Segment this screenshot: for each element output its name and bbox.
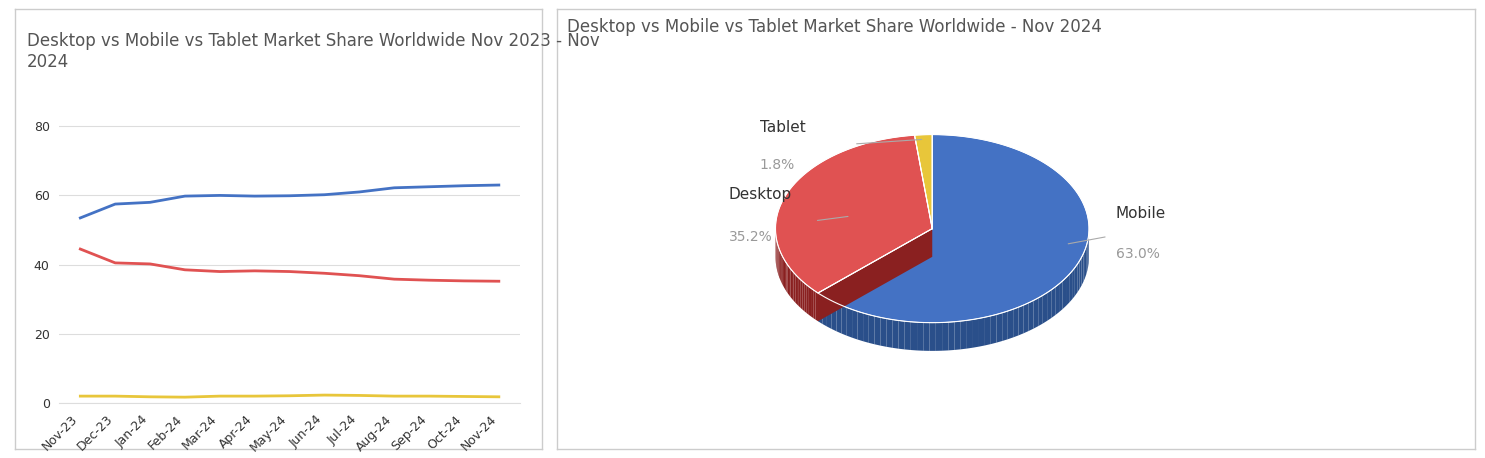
Polygon shape [961, 320, 967, 349]
Polygon shape [790, 269, 792, 299]
Text: Desktop vs Mobile vs Tablet Market Share Worldwide Nov 2023 - Nov
2024: Desktop vs Mobile vs Tablet Market Share… [27, 32, 600, 71]
Polygon shape [818, 229, 933, 321]
Polygon shape [809, 287, 811, 316]
Polygon shape [799, 278, 800, 308]
Polygon shape [793, 273, 796, 303]
Text: Desktop: Desktop [729, 187, 792, 202]
Polygon shape [806, 285, 809, 315]
Polygon shape [1002, 311, 1008, 341]
Polygon shape [1034, 298, 1038, 329]
Polygon shape [818, 293, 823, 324]
Polygon shape [805, 284, 806, 313]
Polygon shape [842, 305, 846, 336]
Polygon shape [1080, 257, 1081, 289]
Polygon shape [924, 322, 930, 351]
Polygon shape [852, 310, 857, 339]
Polygon shape [941, 322, 949, 351]
Polygon shape [949, 322, 955, 350]
Polygon shape [797, 276, 799, 306]
Text: Mobile: Mobile [1115, 206, 1166, 221]
Polygon shape [1029, 300, 1034, 331]
Text: 63.0%: 63.0% [1115, 247, 1160, 262]
Polygon shape [832, 301, 836, 331]
Text: 35.2%: 35.2% [729, 230, 772, 244]
Polygon shape [1081, 254, 1084, 285]
Polygon shape [818, 135, 1089, 323]
Polygon shape [1066, 274, 1069, 306]
Polygon shape [887, 319, 892, 348]
Polygon shape [857, 311, 863, 341]
Polygon shape [796, 274, 797, 305]
Polygon shape [955, 321, 961, 350]
Polygon shape [936, 322, 941, 351]
Polygon shape [1023, 303, 1029, 333]
Polygon shape [815, 291, 818, 321]
Polygon shape [1056, 284, 1059, 315]
Polygon shape [863, 313, 869, 343]
Polygon shape [846, 307, 852, 338]
Polygon shape [814, 290, 815, 320]
Polygon shape [1077, 261, 1080, 293]
Polygon shape [1051, 287, 1056, 318]
Polygon shape [1019, 305, 1023, 335]
Polygon shape [990, 314, 996, 344]
Polygon shape [1069, 271, 1072, 303]
Polygon shape [1075, 264, 1077, 296]
Legend: Mobile, Desktop, Tablet: Mobile, Desktop, Tablet [147, 0, 432, 5]
Polygon shape [967, 319, 973, 349]
Polygon shape [811, 288, 814, 318]
Polygon shape [836, 303, 842, 333]
Polygon shape [1042, 293, 1047, 323]
Polygon shape [827, 298, 832, 329]
Polygon shape [803, 282, 805, 311]
Polygon shape [892, 320, 898, 349]
Polygon shape [1013, 307, 1019, 338]
Polygon shape [823, 296, 827, 327]
Polygon shape [1084, 250, 1086, 282]
Polygon shape [1038, 295, 1042, 326]
Polygon shape [775, 135, 933, 293]
Polygon shape [985, 316, 990, 345]
Text: Desktop vs Mobile vs Tablet Market Share Worldwide - Nov 2024: Desktop vs Mobile vs Tablet Market Share… [567, 18, 1102, 36]
Polygon shape [910, 322, 918, 350]
Polygon shape [930, 322, 936, 351]
Polygon shape [818, 229, 933, 321]
Polygon shape [792, 271, 793, 301]
Polygon shape [918, 322, 924, 351]
Polygon shape [1063, 278, 1066, 309]
Polygon shape [800, 280, 803, 310]
Polygon shape [915, 135, 933, 229]
Polygon shape [1072, 268, 1075, 300]
Polygon shape [898, 321, 904, 349]
Text: Tablet: Tablet [760, 120, 805, 135]
Polygon shape [875, 316, 881, 346]
Polygon shape [1059, 281, 1063, 312]
Polygon shape [1008, 309, 1013, 339]
Text: 1.8%: 1.8% [760, 158, 794, 172]
Polygon shape [996, 313, 1002, 343]
Polygon shape [904, 321, 910, 350]
Polygon shape [1047, 290, 1051, 321]
Polygon shape [869, 315, 875, 344]
Polygon shape [973, 318, 979, 348]
Polygon shape [881, 317, 887, 347]
Polygon shape [979, 317, 985, 347]
